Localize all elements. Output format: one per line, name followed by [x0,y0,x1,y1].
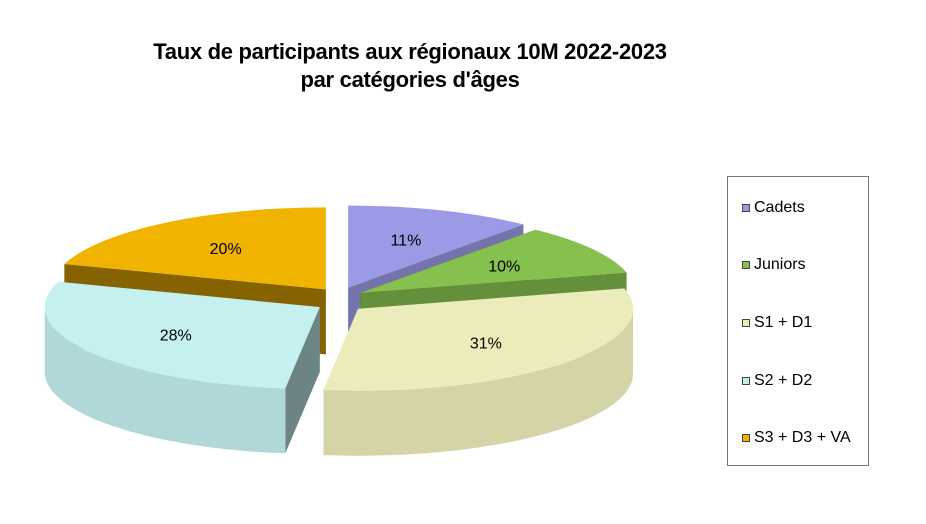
chart-title: Taux de participants aux régionaux 10M 2… [80,38,740,94]
chart-title-line-1: Taux de participants aux régionaux 10M 2… [153,39,667,64]
legend-swatch-s2-d2 [742,377,750,385]
legend-swatch-cadets [742,204,750,212]
pie-slice-wall-s2-d2 [285,307,320,454]
legend-item-s2-d2: S2 + D2 [742,372,812,390]
pie-slice-rim-s1-d1 [323,308,634,456]
pie-data-labels: 11% 10% 31% 28% 20% [160,233,520,353]
legend-label-s3-d3-va: S3 + D3 + VA [754,429,851,446]
pie-slice-top-s2-d2 [44,281,320,389]
legend-item-s3-d3-va: S3 + D3 + VA [742,429,851,447]
legend-item-juniors: Juniors [742,256,806,274]
chart-title-line-2: par catégories d'âges [300,67,520,92]
legend-item-cadets: Cadets [742,199,805,217]
legend-swatch-s1-d1 [742,319,750,327]
pie-slice-s2-d2 [44,281,320,454]
legend-label-juniors: Juniors [754,256,806,273]
pie-slice-s1-d1 [323,288,634,456]
pie-slice-top-juniors [360,229,627,293]
legend-label-s1-d1: S1 + D1 [754,314,813,331]
legend-swatch-s3-d3-va [742,434,750,442]
pie-slice-top-s1-d1 [323,288,634,391]
pie-slice-rim-s2-d2 [44,307,286,454]
pie-slices [44,205,634,456]
chart-legend: Cadets Juniors S1 + D1 S2 + D2 S3 + D3 +… [727,176,869,466]
pie-slice-top-s3-d3-va [64,207,326,290]
pie-data-label-s2-d2: 28% [160,327,192,344]
pie-data-label-juniors: 10% [488,259,520,276]
legend-swatch-juniors [742,261,750,269]
pie-data-label-cadets: 11% [390,233,421,250]
pie-data-label-s3-d3-va: 20% [210,241,242,258]
pie-data-label-s1-d1: 31% [470,335,502,352]
pie-slice-top-cadets [348,205,524,288]
legend-label-cadets: Cadets [754,199,805,216]
legend-label-s2-d2: S2 + D2 [754,372,813,389]
legend-item-s1-d1: S1 + D1 [742,314,812,332]
